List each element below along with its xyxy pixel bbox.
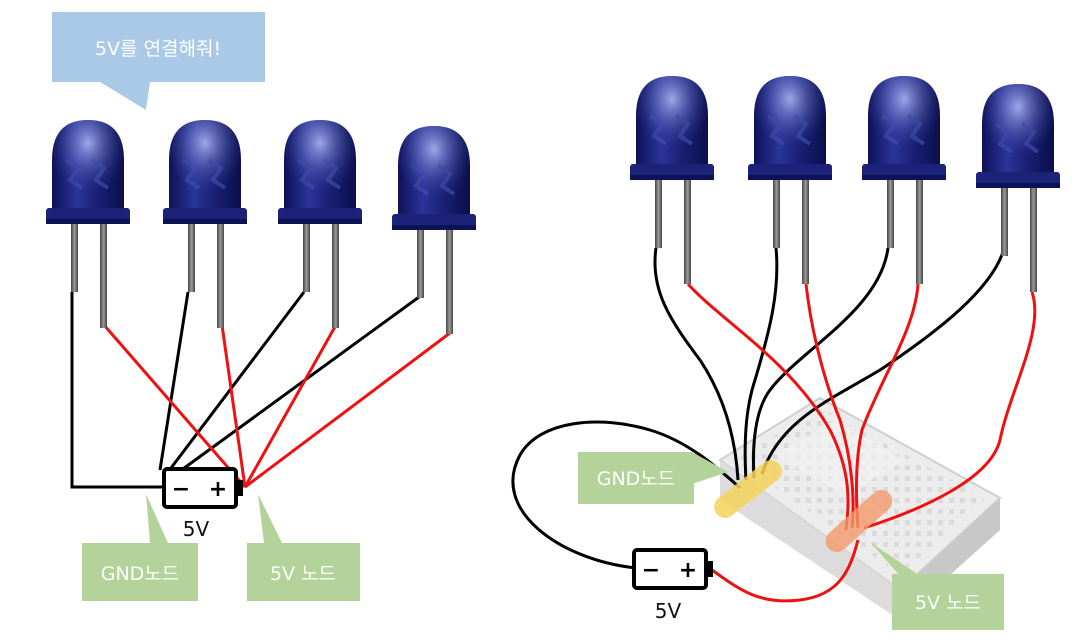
gnd-wire xyxy=(175,295,420,476)
led-icon xyxy=(974,82,1062,294)
5v-wire xyxy=(863,291,1037,530)
svg-text:5V 노드: 5V 노드 xyxy=(270,563,336,585)
gnd-wire xyxy=(760,251,1005,475)
left-gnd-wires xyxy=(70,291,420,489)
gnd-wire xyxy=(743,247,779,481)
svg-text:GND노드: GND노드 xyxy=(597,468,676,490)
led-icon xyxy=(276,118,364,330)
svg-text:5V 노드: 5V 노드 xyxy=(915,592,981,614)
battery-minus: − xyxy=(642,558,660,583)
speech-bubble: 5V를 연결해줘! xyxy=(52,12,265,110)
led-icon xyxy=(628,74,716,286)
5v-wire xyxy=(244,331,451,489)
battery-label: 5V xyxy=(183,517,210,541)
gnd-wire xyxy=(158,291,190,471)
led-icon xyxy=(860,74,948,286)
right-gnd-wires xyxy=(653,247,1005,481)
gnd-wire xyxy=(653,247,740,481)
right-diagram: − + 5V GND노드 5V 노드 xyxy=(511,74,1062,630)
5v-wire xyxy=(711,539,860,603)
gnd-wire xyxy=(70,292,162,489)
led-icon xyxy=(390,124,478,336)
5v-wire xyxy=(102,324,247,488)
gnd-wire xyxy=(751,247,890,479)
battery-icon: − + xyxy=(632,548,713,590)
5v-wire xyxy=(804,283,855,529)
left-diagram: 5V를 연결해줘! − + 5V xyxy=(44,12,478,601)
5v-node-highlight xyxy=(825,489,893,553)
5v-node-label: 5V 노드 xyxy=(870,542,1004,630)
5v-node-label: 5V 노드 xyxy=(247,494,360,601)
gnd-node-highlight xyxy=(714,460,782,518)
svg-text:GND노드: GND노드 xyxy=(101,563,180,585)
gnd-node-label: GND노드 xyxy=(82,494,198,601)
led-icon xyxy=(161,118,249,330)
gnd-wire xyxy=(166,291,306,473)
right-5v-wires xyxy=(686,283,1037,531)
battery-plus: + xyxy=(679,558,697,583)
5v-wire xyxy=(243,324,338,488)
battery-label: 5V xyxy=(655,599,682,623)
speech-bubble-text: 5V를 연결해줘! xyxy=(95,38,221,60)
gnd-node-label: GND노드 xyxy=(578,452,728,504)
led-icon xyxy=(746,74,834,286)
led-icon xyxy=(44,118,132,330)
battery-icon: − + xyxy=(162,467,243,509)
battery-minus: − xyxy=(172,477,190,502)
5v-wire xyxy=(686,283,850,531)
gnd-wire xyxy=(511,420,742,570)
5v-wire xyxy=(220,324,247,488)
battery-plus: + xyxy=(209,477,227,502)
5v-wire xyxy=(855,283,920,529)
left-5v-wires xyxy=(102,324,451,489)
